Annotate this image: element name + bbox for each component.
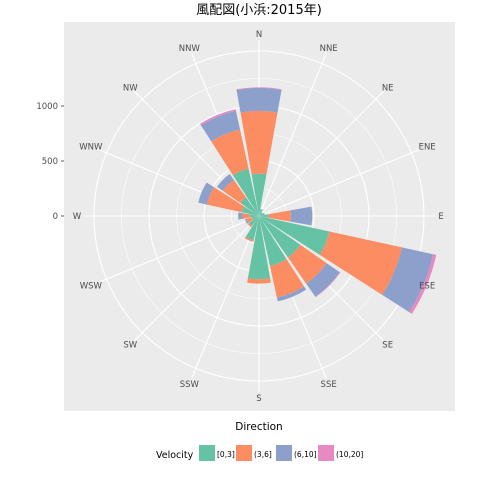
grid-spoke — [134, 215, 260, 341]
grid-spoke — [191, 215, 260, 379]
direction-label-se: SE — [382, 341, 393, 351]
bar-ese-6-10 — [382, 247, 434, 313]
bar-ese-10-20 — [409, 254, 437, 314]
bar-n-10-20 — [236, 87, 282, 90]
bar-w-3-6 — [242, 213, 250, 219]
radial-tick-label: 0 — [53, 212, 58, 222]
bar-sw-3-6 — [247, 222, 253, 228]
x-axis-title: Direction — [235, 421, 282, 433]
direction-label-sse: SSE — [321, 380, 337, 390]
bar-wnw-3-6 — [206, 187, 245, 213]
bar-nnw-10-20 — [199, 109, 236, 126]
bar-sse-3-6 — [269, 259, 305, 298]
direction-label-e: E — [438, 212, 443, 222]
bar-nnw-0-3 — [232, 168, 259, 216]
legend-label-3-6: (3,6] — [254, 450, 272, 459]
bar-e-0-3 — [259, 214, 269, 218]
bar-nw-6-10 — [217, 174, 234, 191]
radial-tick-label: 500 — [42, 157, 58, 167]
bar-wnw-6-10 — [198, 182, 215, 205]
grid-spoke — [258, 91, 384, 217]
bar-se-6-10 — [306, 263, 340, 297]
legend-swatch-0-3 — [199, 445, 215, 461]
direction-label-ese: ESE — [419, 282, 435, 292]
legend-label-6-10: (6,10] — [294, 450, 317, 459]
bar-se-0-3 — [259, 216, 301, 258]
bar-nw-0-3 — [240, 197, 259, 216]
bar-wsw-6-10 — [245, 218, 249, 224]
grid-spoke — [258, 53, 327, 217]
bar-nne-0-3 — [259, 209, 263, 216]
bar-e-6-10 — [290, 206, 313, 226]
bar-sw-0-3 — [249, 216, 259, 226]
bar-w-0-3 — [249, 214, 259, 218]
bar-nw-3-6 — [222, 179, 247, 204]
bar-n-3-6 — [240, 110, 278, 175]
legend-swatch-10-20 — [318, 445, 334, 461]
radial-tick-label: 1000 — [36, 102, 58, 112]
bar-nnw-6-10 — [200, 110, 241, 142]
bar-ene-0-3 — [259, 212, 265, 216]
bar-n-0-3 — [251, 173, 267, 216]
bar-wnw-0-3 — [241, 206, 259, 216]
bar-ssw-0-3 — [245, 216, 259, 241]
bar-sse-6-10 — [276, 286, 307, 302]
bar-ese-0-3 — [259, 216, 330, 255]
bar-se-3-6 — [287, 244, 327, 284]
radial-tick-labels: 0 500 1000 — [36, 102, 64, 222]
legend-label-0-3: [0,3] — [217, 450, 235, 459]
direction-label-wnw: WNW — [79, 142, 103, 152]
bar-wsw-3-6 — [246, 217, 254, 223]
direction-label-nnw: NNW — [179, 44, 201, 54]
bar-ssw-3-6 — [244, 236, 254, 242]
bar-wsw-0-3 — [252, 216, 259, 220]
direction-label-ne: NE — [382, 83, 394, 93]
bar-e-3-6 — [268, 210, 291, 222]
direction-label-nne: NNE — [320, 44, 338, 54]
direction-label-nw: NW — [123, 83, 138, 93]
bar-n-6-10 — [236, 87, 282, 113]
direction-labels: N NNE NE ENE E ESE SE SSE S SSW SW WSW W WNW NW NNW — [73, 30, 444, 404]
legend-title: Velocity — [156, 450, 194, 461]
bar-sse-0-3 — [259, 216, 287, 266]
direction-label-wsw: WSW — [80, 282, 103, 292]
direction-label-n: N — [256, 30, 262, 40]
legend-label-10-20: (10,20] — [336, 450, 363, 459]
grid-spoke — [96, 215, 260, 284]
direction-label-ene: ENE — [419, 142, 436, 152]
chart-title: 風配図(小浜:2015年) — [196, 3, 322, 18]
grid-spoke — [258, 148, 422, 217]
direction-label-sw: SW — [123, 341, 137, 351]
legend-swatch-3-6 — [236, 445, 252, 461]
bar-ese-3-6 — [319, 231, 402, 295]
bar-ne-0-3 — [259, 212, 263, 216]
bar-s-3-6 — [247, 278, 271, 284]
bar-s-0-3 — [247, 216, 271, 280]
bars — [198, 87, 437, 314]
direction-label-ssw: SSW — [180, 380, 200, 390]
direction-label-w: W — [73, 212, 82, 222]
bar-w-6-10 — [238, 212, 243, 220]
legend: Velocity [0,3] (3,6] (6,10] (10,20] — [156, 445, 363, 461]
bar-nnw-3-6 — [211, 129, 249, 176]
direction-label-s: S — [256, 394, 261, 404]
legend-swatch-6-10 — [276, 445, 292, 461]
